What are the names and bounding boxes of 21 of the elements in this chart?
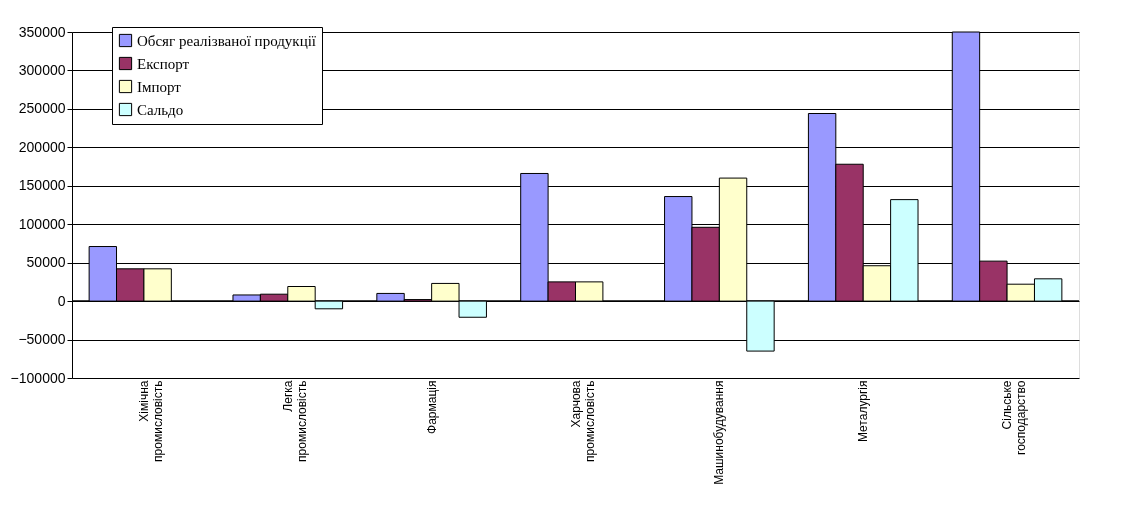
x-tick-label: Хімічна промисловість [136, 380, 165, 462]
x-tick-label: Легка промисловість [280, 380, 309, 462]
legend-label: Обсяг реалізваної продукції [137, 32, 317, 49]
legend-label: Експорт [137, 55, 190, 72]
y-tick-label: −100000 [10, 369, 66, 386]
y-tick-label: 300000 [18, 61, 66, 78]
y-tick-label: 100000 [18, 215, 66, 232]
y-tick-label: 250000 [18, 100, 66, 117]
x-tick-label: Фармація [424, 380, 439, 434]
x-tick-label: Сільське господарство [1000, 380, 1029, 455]
legend-label: Імпорт [137, 78, 182, 95]
x-tick-label: Металургія [856, 380, 871, 443]
y-tick-label: 150000 [18, 177, 66, 194]
y-tick-label: 350000 [18, 23, 66, 40]
legend-label: Сальдо [137, 101, 184, 118]
y-tick-label: 0 [57, 292, 66, 309]
x-tick-label: Харчова промисловість [568, 380, 597, 462]
y-tick-label: −50000 [18, 331, 66, 348]
y-tick-label: 50000 [26, 254, 66, 271]
y-tick-label: 200000 [18, 138, 66, 155]
x-tick-label: Машинобудування [712, 380, 727, 485]
